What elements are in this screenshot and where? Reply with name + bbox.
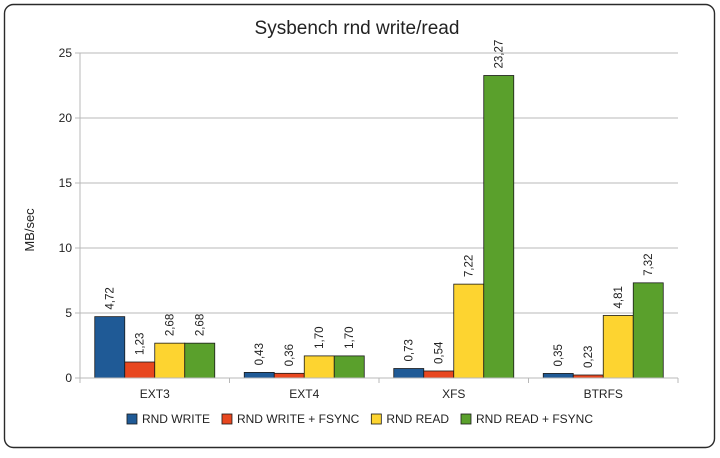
bar [602, 315, 634, 379]
legend: RND WRITE RND WRITE + FSYNC RND READ RND RE… [126, 412, 593, 426]
data-labels: 4,72 0,43 0,73 0,35 1,23 0,36 0,54 0,23 2,68 1,70… [105, 40, 656, 368]
x-tick-label: EXT4 [289, 387, 319, 401]
legend-label: RND READ + FSYNC [476, 412, 593, 426]
bars [94, 75, 664, 379]
chart-title: Sysbench rnd write/read [255, 18, 460, 39]
legend-swatch [221, 413, 233, 425]
data-label: 1,23 [135, 333, 147, 355]
data-label: 0,43 [254, 343, 266, 365]
bar [243, 372, 275, 379]
bar [184, 342, 216, 379]
bar [94, 316, 126, 379]
y-tick-label: 20 [59, 111, 73, 125]
data-label: 1,70 [314, 327, 326, 349]
data-label: 1,70 [344, 327, 356, 349]
bar [124, 361, 156, 379]
bar [453, 283, 485, 379]
y-axis-label: MB/sec [22, 208, 37, 252]
legend-swatch [126, 413, 138, 425]
data-label: 23,27 [494, 40, 506, 69]
y-tick-label: 25 [59, 46, 73, 60]
y-tick-label: 5 [65, 306, 72, 320]
legend-item: RND WRITE + FSYNC [221, 412, 360, 426]
y-tick-label: 0 [65, 371, 72, 385]
data-label: 4,72 [105, 287, 117, 309]
bar [154, 342, 186, 379]
axes [75, 52, 679, 383]
bar [542, 373, 574, 379]
data-label: 4,81 [613, 286, 625, 308]
bar [423, 370, 455, 379]
y-tick-label: 10 [59, 241, 73, 255]
legend-swatch [460, 413, 472, 425]
bar [632, 282, 664, 379]
legend-item: RND READ [370, 412, 449, 426]
data-label: 0,36 [284, 344, 296, 366]
legend-label: RND READ [386, 412, 449, 426]
data-label: 0,73 [404, 339, 416, 361]
legend-item: RND READ + FSYNC [460, 412, 593, 426]
bar [393, 368, 425, 379]
legend-label: RND WRITE [142, 412, 210, 426]
x-tick-label: EXT3 [140, 387, 170, 401]
data-label: 2,68 [195, 314, 207, 336]
data-label: 7,22 [464, 255, 476, 277]
legend-label: RND WRITE + FSYNC [237, 412, 360, 426]
chart-border [3, 3, 716, 449]
legend-item: RND WRITE [126, 412, 210, 426]
y-tick-labels: 0 5 10 15 20 25 [59, 46, 73, 385]
data-label: 0,35 [553, 344, 565, 366]
bar [273, 372, 305, 379]
data-label: 0,54 [434, 341, 446, 364]
x-tick-label: BTRFS [584, 387, 623, 401]
x-tick-labels: EXT3 EXT4 XFS BTRFS [140, 387, 623, 401]
bar [303, 355, 335, 379]
y-tick-label: 15 [59, 176, 73, 190]
grid-lines [80, 52, 678, 314]
x-tick-label: XFS [442, 387, 465, 401]
bar [333, 355, 365, 379]
bar [483, 75, 515, 379]
data-label: 2,68 [165, 314, 177, 336]
data-label: 0,23 [583, 346, 595, 368]
data-label: 7,32 [643, 253, 655, 275]
legend-swatch [370, 413, 382, 425]
